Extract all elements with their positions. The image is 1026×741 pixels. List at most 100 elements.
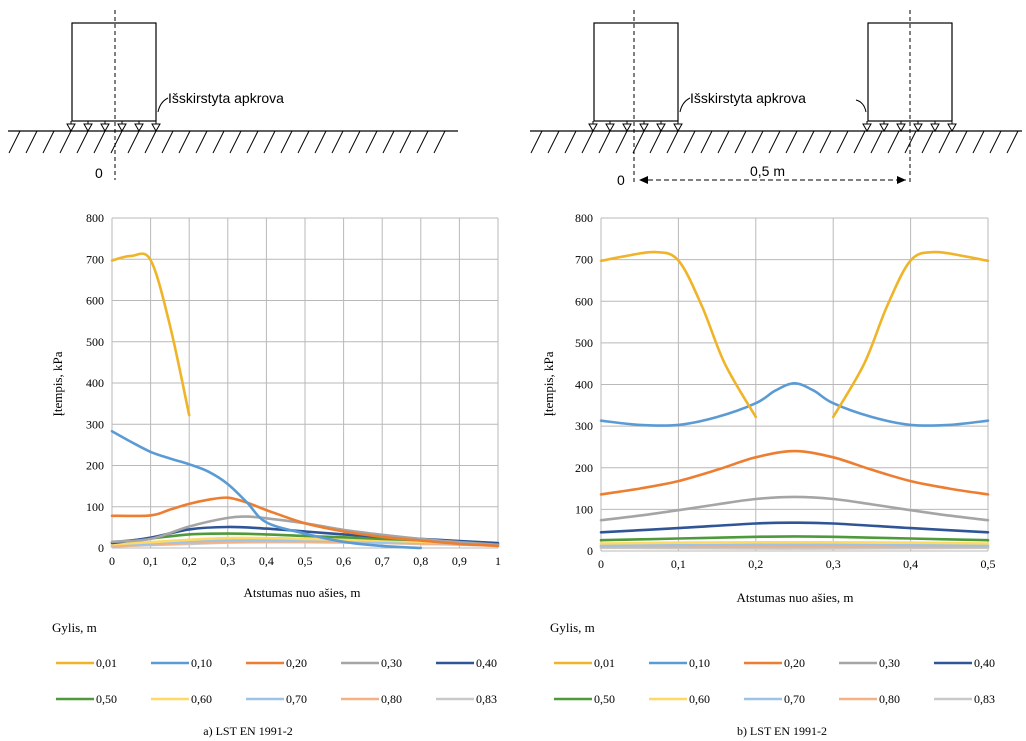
x-tick-label: 0,9 [452,554,467,568]
x-tick-label: 0,3 [826,557,841,571]
hatch-line [280,130,293,154]
caption-b: b) LST EN 1991-2 [737,724,827,738]
x-tick-label: 0,6 [336,554,351,568]
x-axis-label: Atstumas nuo ašies, m [244,585,361,600]
x-tick-label: 0 [598,557,604,571]
series-line-0-30 [110,515,500,546]
legend-label: 0,60 [191,692,212,706]
legend-label: 0,70 [286,692,307,706]
legend-label: 0,01 [594,656,615,670]
x-tick-label: 0,2 [182,554,197,568]
hatch-line [25,130,38,154]
y-tick-label: 600 [86,294,104,308]
load-arrow-head [673,123,683,133]
series-line-0-20 [110,496,500,548]
hatch-line [972,130,985,154]
hatch-line [700,130,713,154]
tick-labels: 0 0,1 0,2 0,3 0,4 0,5 0,6 0,7 0,8 0,9 1 0 100 200 300 4… [86,211,501,568]
hatch-line [314,130,327,154]
legend-item: 0,60 [649,692,710,706]
hatch-line [751,130,764,154]
hatch-line [921,130,934,154]
legend-item: 0,80 [341,692,402,706]
legend-label: 0,60 [689,692,710,706]
series-line-0-40 [599,521,990,534]
series-line-0-10 [110,430,423,550]
legend-item: 0,10 [649,656,710,670]
hatch-line [564,130,577,154]
legend-item: 0,01 [554,656,615,670]
hatch-line [144,130,157,154]
legend-label: 0,70 [784,692,805,706]
y-tick-label: 700 [575,253,593,267]
legend-label: 0,01 [96,656,117,670]
legend-label: 0,83 [476,692,497,706]
series-line-0-01 [831,250,990,419]
legend-item: 0,10 [151,656,212,670]
load-sketch-a: Išskirstyta apkrova 0 [8,10,458,181]
x-tick-label: 1 [495,554,501,568]
hatch-line [955,130,968,154]
x-tick-label: 0,1 [143,554,158,568]
hatch-line [717,130,730,154]
hatch-line [297,130,310,154]
hatch-line [382,130,395,154]
y-tick-label: 400 [575,378,593,392]
legend-item: 0,40 [436,656,497,670]
y-tick-label: 800 [575,211,593,225]
distance-label: 0,5 m [750,163,785,179]
hatch-line [416,130,429,154]
hatch-line [615,130,628,154]
x-tick-label: 0,5 [298,554,313,568]
hatch-line [938,130,951,154]
load-arrow-head [930,123,940,133]
hatch-line [76,130,89,154]
legend-item: 0,20 [744,656,805,670]
legend-item: 0,70 [246,692,307,706]
wheel-box-right [867,22,953,122]
grid [111,217,499,549]
y-tick-label: 100 [575,502,593,516]
x-tick-label: 0,1 [671,557,686,571]
series-line-0-50 [599,535,990,542]
legend-label: 0,50 [96,692,117,706]
ground-hatch [530,130,1019,154]
legend-item: 0,83 [436,692,497,706]
hatch-line [93,130,106,154]
legend-item: 0,50 [554,692,615,706]
load-arrow-head [913,123,923,133]
hatch-line [683,130,696,154]
label-leader [157,97,169,113]
y-axis-label: Įtempis, kPa [541,351,556,416]
hatch-line [734,130,747,154]
hatch-line [785,130,798,154]
y-tick-label: 600 [575,294,593,308]
load-arrow-head [656,123,666,133]
legend-label: 0,30 [381,656,402,670]
load-arrow-head [639,123,649,133]
load-arrow-head [151,123,161,133]
tick-labels: 0 0,1 0,2 0,3 0,4 0,5 0 100 200 300 400 500 600 700 80… [575,211,996,571]
legend-label: 0,50 [594,692,615,706]
y-tick-label: 300 [86,417,104,431]
load-arrows [66,121,161,133]
y-tick-label: 300 [575,419,593,433]
legend-label: 0,20 [784,656,805,670]
legend-label: 0,20 [286,656,307,670]
y-tick-label: 800 [86,211,104,225]
hatch-line [836,130,849,154]
legend-label: 0,40 [974,656,995,670]
hatch-line [802,130,815,154]
load-arrow-head [588,123,598,133]
load-sketch-b: Išskirstyta apkrova 0 0,5 m [530,10,1022,188]
hatch-line [263,130,276,154]
series-line-0-20 [599,449,990,496]
chart-a: 0 0,1 0,2 0,3 0,4 0,5 0,6 0,7 0,8 0,9 1 0 100 200 300 4… [50,211,501,600]
y-tick-label: 400 [86,376,104,390]
legend-item: 0,01 [56,656,117,670]
hatch-line [853,130,866,154]
y-axis-label: Įtempis, kPa [50,351,65,416]
legend-item: 0,70 [744,692,805,706]
load-arrow-head [66,123,76,133]
